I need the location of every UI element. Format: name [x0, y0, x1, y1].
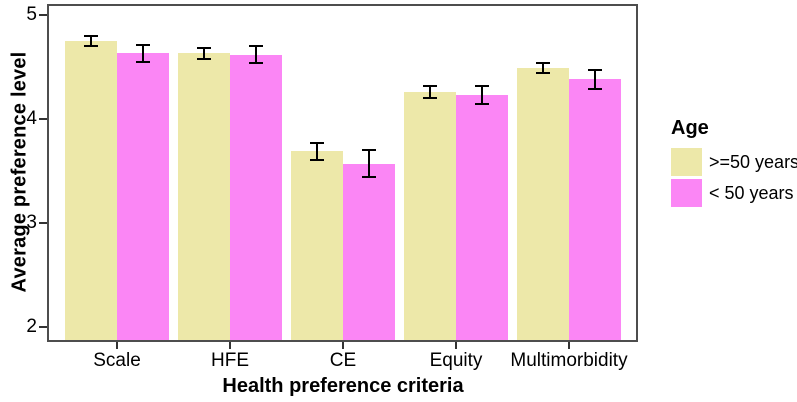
legend-label-lt50: < 50 years [709, 182, 794, 203]
error-bar [316, 142, 318, 160]
error-bar-cap [197, 47, 211, 50]
error-bar [542, 62, 544, 74]
bar-multimorbidity-ge50 [517, 68, 569, 340]
legend-swatch-lt50 [671, 179, 702, 207]
y-tick-mark [39, 222, 47, 224]
legend-title: Age [671, 117, 709, 139]
x-category-label: CE [329, 350, 357, 371]
legend: Age >=50 years < 50 years [671, 117, 797, 210]
bar-hfe-ge50 [178, 53, 230, 340]
error-bar-cap [84, 34, 98, 37]
legend-swatch-ge50 [671, 148, 702, 176]
error-bar-cap [475, 84, 489, 87]
error-bar-cap [588, 69, 602, 72]
x-tick-mark [116, 342, 118, 349]
bar-multimorbidity-lt50 [569, 79, 621, 340]
y-tick-mark [39, 14, 47, 16]
error-bar [142, 45, 144, 62]
error-bar-cap [475, 103, 489, 106]
error-bar-cap [249, 61, 263, 64]
error-bar-cap [310, 141, 324, 144]
y-tick-label: 2 [26, 316, 37, 337]
bar-ce-ge50 [291, 151, 343, 340]
error-bar [90, 35, 92, 47]
error-bar-cap [536, 72, 550, 75]
x-tick-mark [229, 342, 231, 349]
error-bar-cap [423, 84, 437, 87]
error-bar [481, 85, 483, 105]
error-bar-cap [310, 158, 324, 161]
y-tick-label: 3 [26, 212, 37, 233]
error-bar-cap [423, 97, 437, 100]
y-tick-mark [39, 326, 47, 328]
x-tick-mark [342, 342, 344, 349]
y-tick-label: 4 [26, 108, 37, 129]
error-bar-cap [362, 149, 376, 152]
legend-item: < 50 years [671, 179, 797, 207]
x-tick-mark [568, 342, 570, 349]
legend-item: >=50 years [671, 148, 797, 176]
x-category-label: HFE [211, 350, 249, 371]
error-bar-cap [136, 44, 150, 47]
error-bar-cap [249, 45, 263, 48]
y-tick-mark [39, 118, 47, 120]
bar-scale-lt50 [117, 53, 169, 340]
bar-hfe-lt50 [230, 54, 282, 340]
error-bar [429, 85, 431, 99]
legend-label-ge50: >=50 years [709, 151, 797, 172]
error-bar-cap [136, 60, 150, 63]
x-axis-title: Health preference criteria [222, 375, 464, 397]
y-tick-label: 5 [26, 4, 37, 25]
error-bar [255, 46, 257, 63]
error-bar-cap [84, 45, 98, 48]
error-bar-cap [362, 176, 376, 179]
bar-equity-lt50 [456, 95, 508, 340]
x-category-label: Scale [93, 350, 141, 371]
bar-ce-lt50 [343, 163, 395, 340]
bar-scale-ge50 [65, 41, 117, 340]
error-bar [368, 150, 370, 178]
bar-equity-ge50 [404, 91, 456, 340]
y-axis-title: Average preference level [8, 51, 31, 293]
error-bar-cap [536, 61, 550, 64]
error-bar-cap [588, 87, 602, 90]
error-bar-cap [197, 57, 211, 60]
x-category-label: Equity [429, 350, 483, 371]
x-tick-mark [455, 342, 457, 349]
error-bar [594, 70, 596, 89]
x-category-label: Multimorbidity [510, 350, 628, 371]
error-bar [203, 48, 205, 59]
